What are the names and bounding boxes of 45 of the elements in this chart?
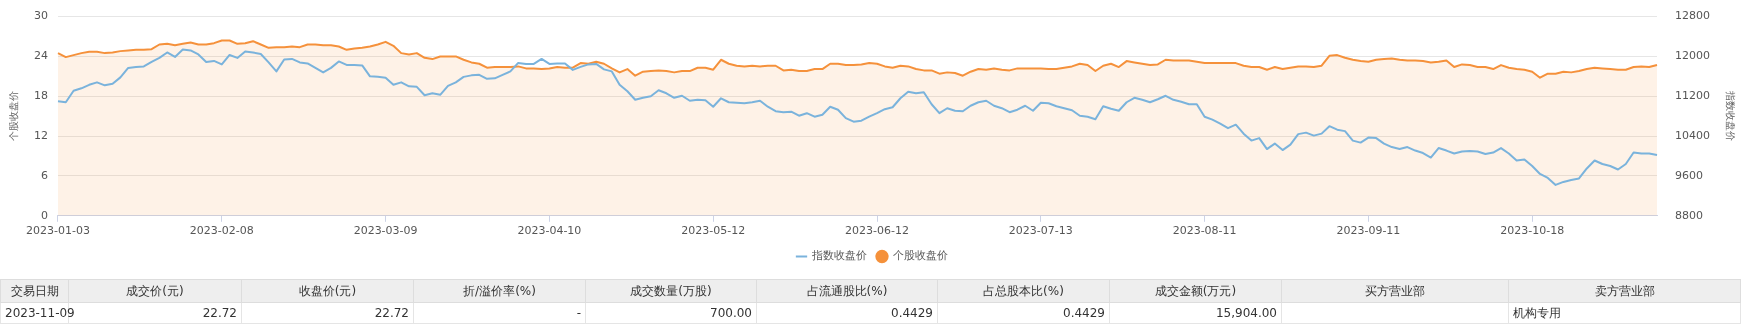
- x-tick-label: 2023-05-12: [681, 224, 746, 238]
- text: 15,904.00: [1109, 302, 1282, 324]
- text: 成交数量(万股): [585, 279, 757, 303]
- y-tick-label: 24: [34, 49, 48, 63]
- text: 成交价(元): [68, 279, 242, 303]
- x-tick-label: 2023-06-12: [845, 224, 909, 238]
- text: 700.00: [585, 302, 757, 324]
- text: 机构专用: [1508, 302, 1741, 324]
- text: 2023-11-09: [4, 305, 75, 322]
- y-tick-label: 18: [34, 89, 48, 103]
- x-tick-label: 2023-02-08: [189, 224, 254, 238]
- text: 0.4429: [756, 302, 938, 324]
- y-tick-label: 12: [34, 128, 48, 142]
- text: 0.4429: [937, 302, 1110, 324]
- y2-axis-title: 指数收盘价: [1725, 90, 1737, 142]
- y-tick-label: 0: [41, 208, 48, 222]
- x-tick-label: 2023-01-03: [26, 224, 90, 238]
- text: 22.72: [241, 302, 414, 324]
- text: 占流通股比(%): [756, 279, 938, 303]
- x-tick-label: 2023-09-11: [1336, 224, 1401, 238]
- text: 22.72: [202, 306, 237, 320]
- text: 收盘价(元): [241, 279, 414, 303]
- x-tick-label: 2023-07-13: [1008, 224, 1073, 238]
- x-tick-label: 2023-03-09: [353, 224, 418, 238]
- legend-label: 个股收盘价: [892, 249, 948, 263]
- text: 折/溢价率(%): [413, 279, 586, 303]
- x-tick-label: 2023-08-11: [1172, 224, 1237, 238]
- y-axis-title: 个股收盘价: [7, 91, 19, 142]
- text: 卖方营业部: [1508, 279, 1741, 303]
- y-tick-label: 30: [34, 9, 48, 23]
- x-tick-label: 2023-04-10: [517, 224, 582, 238]
- text: 交易日期: [0, 279, 69, 303]
- y-tick-label: 6: [41, 168, 48, 182]
- text: 买方营业部: [1281, 279, 1509, 303]
- x-tick-label: 2023-10-18: [1500, 224, 1565, 238]
- y2-tick-label: 12800: [1675, 9, 1711, 23]
- y2-tick-label: 9600: [1675, 168, 1704, 182]
- y2-tick-label: 10400: [1675, 128, 1711, 142]
- text: 成交金额(万元): [1109, 279, 1282, 303]
- text: 占总股本比(%): [937, 279, 1110, 303]
- y2-tick-label: 11200: [1675, 89, 1711, 103]
- legend-label: 指数收盘价: [811, 249, 867, 263]
- y2-tick-label: 8800: [1675, 208, 1704, 222]
- y2-tick-label: 12000: [1675, 49, 1711, 63]
- text: -: [413, 302, 586, 324]
